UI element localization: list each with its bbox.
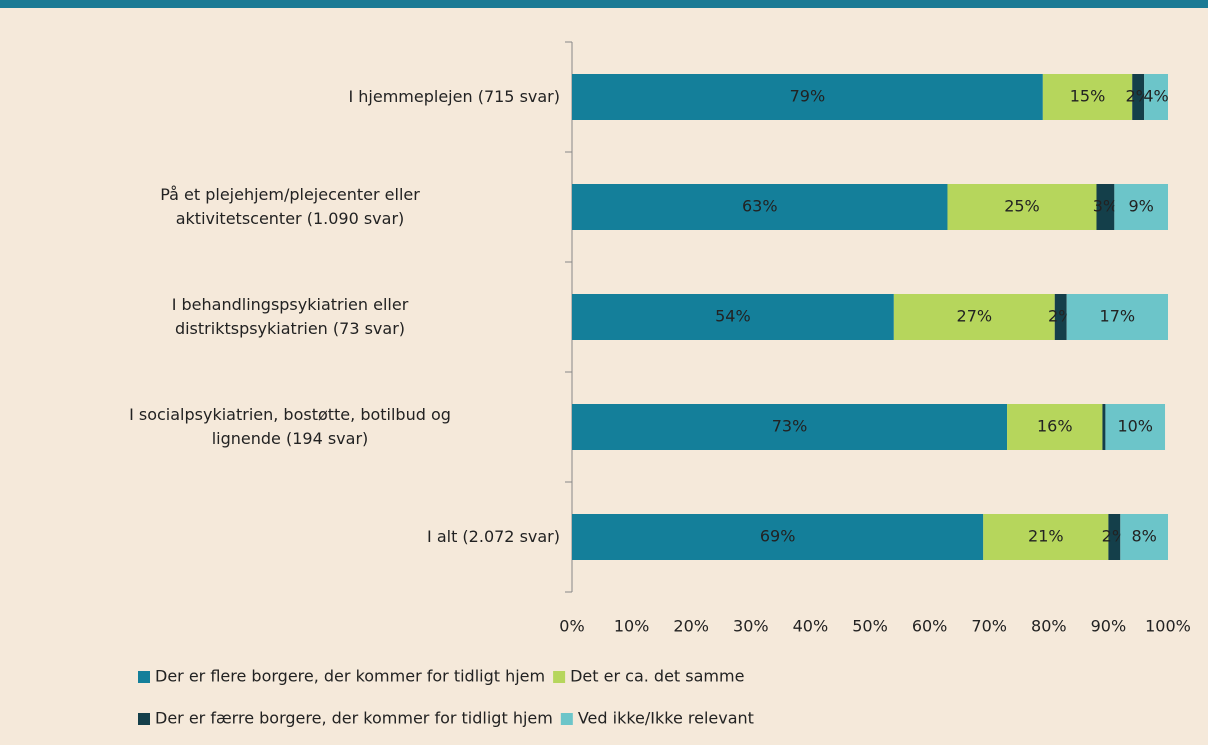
value-label: 69% [760, 527, 796, 546]
value-label: 4% [1143, 87, 1168, 106]
top-border [0, 0, 1208, 8]
bar-segment [1105, 404, 1166, 450]
x-tick-label: 0% [559, 617, 584, 636]
x-tick-label: 50% [852, 617, 888, 636]
x-tick-label: 80% [1031, 617, 1067, 636]
value-label: 15% [1070, 87, 1106, 106]
value-label: 54% [715, 307, 751, 326]
legend-swatch [553, 671, 566, 683]
bar-segment [572, 74, 1043, 120]
value-label: 3% [1093, 197, 1118, 216]
legend-swatch [138, 671, 150, 683]
bar-segment [1054, 294, 1067, 340]
bar-segment [572, 514, 984, 560]
x-tick-label: 70% [971, 617, 1007, 636]
legend-label: Det er ca. det samme [570, 667, 744, 686]
bar-segment [572, 404, 1008, 450]
bar-segment [572, 184, 948, 230]
value-label: 16% [1037, 417, 1073, 436]
bar-segment [1102, 404, 1106, 450]
value-label: 8% [1131, 527, 1156, 546]
category-label: I socialpsykiatrien, bostøtte, botilbud … [129, 405, 451, 448]
category-label: I hjemmeplejen (715 svar) [348, 87, 560, 106]
bar-segment [983, 514, 1109, 560]
bar-segment [1114, 184, 1168, 230]
x-tick-label: 30% [733, 617, 769, 636]
x-tick-label: 10% [614, 617, 650, 636]
value-label: 27% [957, 307, 993, 326]
bar-segment [1042, 74, 1133, 120]
bar-segment [1108, 514, 1121, 560]
bar-segment [947, 184, 1097, 230]
bar-segment [1096, 184, 1115, 230]
x-tick-label: 20% [673, 617, 709, 636]
x-tick-label: 40% [793, 617, 829, 636]
bar-segment [1007, 404, 1103, 450]
value-label: 21% [1028, 527, 1064, 546]
legend-swatch [560, 713, 573, 725]
x-tick-label: 100% [1145, 617, 1191, 636]
value-label: 9% [1128, 197, 1153, 216]
x-tick-label: 60% [912, 617, 948, 636]
bar-segment [1066, 294, 1168, 340]
bar-segment [893, 294, 1055, 340]
value-label: 63% [742, 197, 778, 216]
category-label: I alt (2.072 svar) [427, 527, 560, 546]
value-label: 25% [1004, 197, 1040, 216]
legend-swatch [138, 713, 150, 725]
value-label: 79% [790, 87, 826, 106]
value-label: 73% [772, 417, 808, 436]
legend-label: Der er færre borgere, der kommer for tid… [155, 709, 553, 728]
value-label: 10% [1117, 417, 1153, 436]
category-label: På et plejehjem/plejecenter eller aktivit… [160, 185, 420, 228]
bar-segment [1132, 74, 1145, 120]
legend-label: Ved ikke/Ikke relevant [578, 709, 754, 728]
category-label: I behandlingspsykiatrien eller distriktsp… [172, 295, 409, 338]
bar-segment [1120, 514, 1168, 560]
bar-segment [572, 294, 894, 340]
x-tick-label: 90% [1091, 617, 1127, 636]
value-label: 17% [1100, 307, 1136, 326]
bar-segment [1144, 74, 1168, 120]
legend-label: Der er flere borgere, der kommer for tid… [155, 667, 545, 686]
